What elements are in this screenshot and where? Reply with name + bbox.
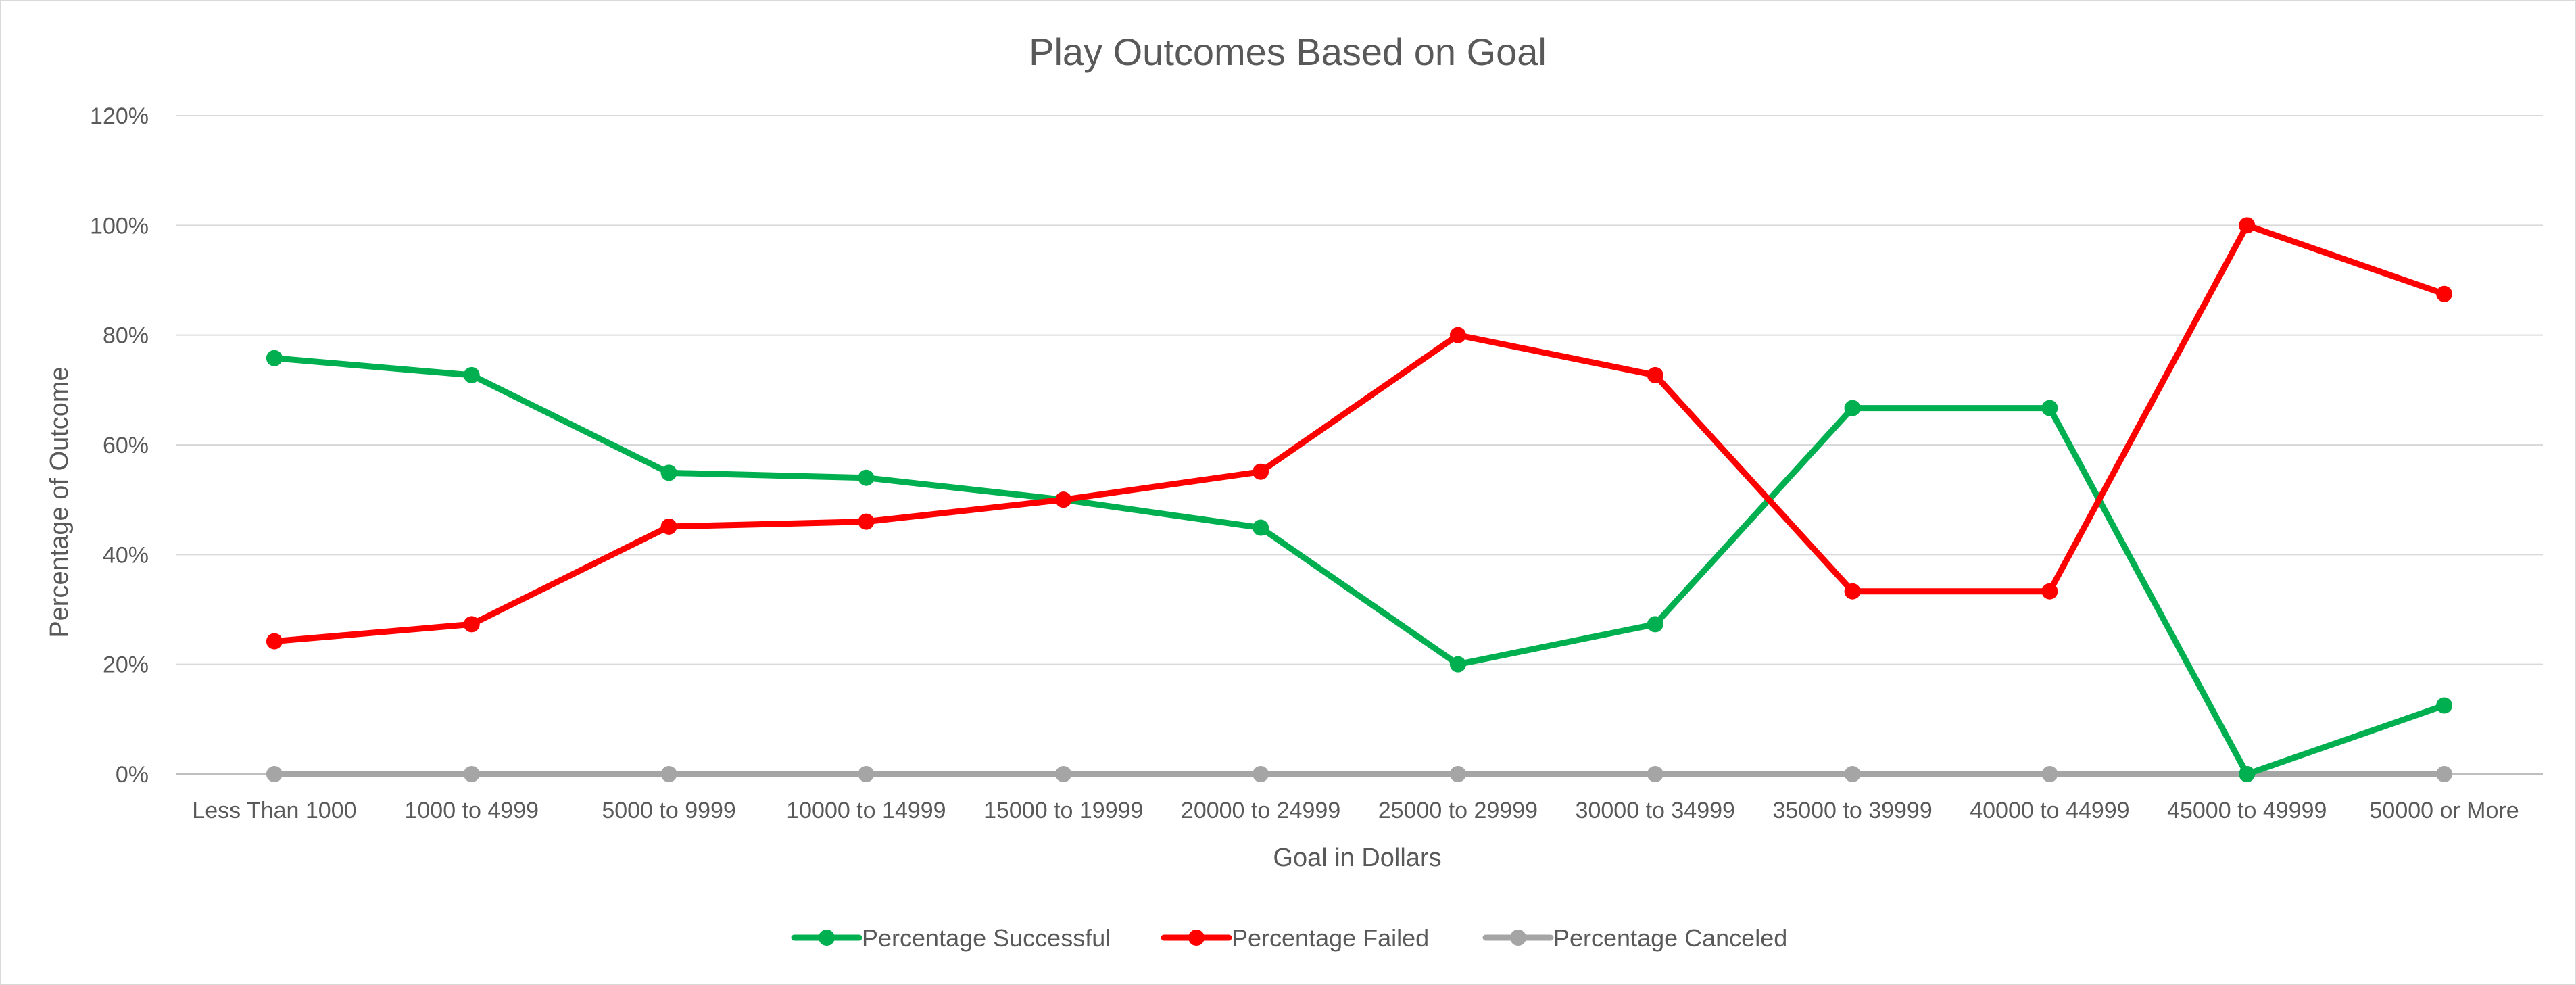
data-point	[1253, 766, 1269, 782]
series-line	[271, 355, 2448, 777]
y-tick-label: 0%	[116, 762, 149, 788]
x-tick-label: 25000 to 29999	[1378, 798, 1538, 823]
data-point	[660, 464, 677, 481]
data-point	[2041, 400, 2058, 416]
data-point	[2239, 766, 2256, 782]
x-tick-label: 35000 to 39999	[1772, 798, 1932, 823]
x-axis-title: Goal in Dollars	[1273, 844, 1441, 872]
legend-label: Percentage Failed	[1232, 924, 1429, 952]
legend-marker	[819, 930, 835, 946]
data-point	[1647, 766, 1663, 782]
x-tick-label: 10000 to 14999	[786, 798, 946, 823]
x-tick-label: 20000 to 24999	[1181, 798, 1340, 823]
x-tick-label: 50000 or More	[2370, 798, 2519, 823]
series-lines	[266, 217, 2453, 782]
data-point	[2436, 697, 2453, 714]
data-point	[858, 766, 875, 782]
y-tick-label: 20%	[103, 652, 149, 678]
data-point	[463, 616, 480, 633]
series-line	[271, 222, 2448, 645]
legend-item: Percentage Canceled	[1482, 924, 1787, 952]
series-2	[266, 766, 2453, 782]
legend-item: Percentage Successful	[791, 924, 1111, 952]
y-tick-label: 40%	[103, 542, 149, 568]
x-tick-label: 15000 to 19999	[983, 798, 1143, 823]
data-point	[1055, 766, 1072, 782]
data-point	[2436, 766, 2453, 782]
y-tick-label: 60%	[103, 433, 149, 458]
data-point	[2436, 285, 2453, 302]
data-point	[266, 350, 283, 366]
data-point	[1253, 463, 1269, 480]
x-tick-label: 1000 to 4999	[404, 798, 539, 823]
y-axis-tick-labels: 0% 20% 40% 60% 80% 100% 120%	[90, 103, 149, 788]
x-tick-label: 5000 to 9999	[602, 798, 736, 823]
x-tick-label: 45000 to 49999	[2167, 798, 2327, 823]
y-axis-title: Percentage of Outcome	[45, 366, 74, 638]
data-point	[1647, 616, 1663, 633]
data-point	[2041, 766, 2058, 782]
data-point	[1253, 519, 1269, 536]
data-point	[1449, 656, 1466, 673]
chart-title: Play Outcomes Based on Goal	[1029, 30, 1547, 73]
y-tick-label: 120%	[90, 103, 149, 129]
data-point	[1449, 766, 1466, 782]
data-point	[1055, 491, 1072, 508]
data-point	[266, 766, 283, 782]
legend-label: Percentage Canceled	[1553, 924, 1787, 952]
data-point	[266, 633, 283, 650]
data-point	[2041, 583, 2058, 600]
data-point	[1844, 400, 1861, 416]
x-tick-label: 40000 to 44999	[1970, 798, 2129, 823]
data-point	[1844, 583, 1861, 600]
gridlines	[176, 115, 2543, 775]
data-point	[858, 469, 875, 486]
data-point	[1647, 366, 1663, 383]
series-1	[266, 217, 2453, 650]
data-point	[463, 766, 480, 782]
data-point	[2239, 217, 2256, 234]
data-point	[660, 518, 677, 535]
legend-item: Percentage Failed	[1161, 924, 1429, 952]
legend-marker	[1188, 930, 1205, 946]
legend-marker	[1510, 930, 1526, 946]
data-point	[858, 513, 875, 530]
data-point	[660, 766, 677, 782]
x-axis-tick-labels: Less Than 1000 1000 to 4999 5000 to 9999 10…	[192, 798, 2519, 823]
data-point	[1449, 327, 1466, 343]
legend: Percentage Successful Percentage Failed Pe…	[791, 924, 1787, 952]
x-tick-label: 30000 to 34999	[1576, 798, 1735, 823]
y-tick-label: 100%	[90, 213, 149, 239]
data-point	[463, 366, 480, 383]
x-tick-label: Less Than 1000	[192, 798, 356, 823]
legend-label: Percentage Successful	[862, 924, 1111, 952]
data-point	[1844, 766, 1861, 782]
y-tick-label: 80%	[103, 323, 149, 349]
